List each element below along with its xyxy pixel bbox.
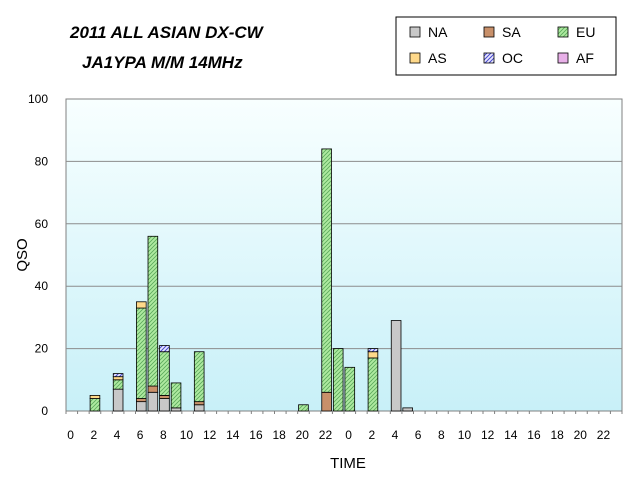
bar-segment-eu bbox=[193, 351, 205, 403]
y-axis-ticks: 0 20 40 60 80 100 bbox=[28, 92, 48, 418]
legend-label-oc: OC bbox=[502, 50, 523, 66]
legend-label-eu: EU bbox=[576, 24, 595, 40]
bars bbox=[89, 148, 413, 412]
x-tick-label: 0 bbox=[67, 428, 74, 442]
bar-segment-sa bbox=[136, 398, 147, 403]
legend: NA SA EU AS OC AF bbox=[395, 16, 617, 76]
x-tick-label: 22 bbox=[597, 428, 611, 442]
x-tick-label: 16 bbox=[249, 428, 263, 442]
legend-swatch-eu bbox=[557, 26, 569, 38]
legend-label-sa: SA bbox=[502, 24, 521, 40]
legend-swatch-oc bbox=[483, 52, 495, 64]
bar-segment-sa bbox=[147, 385, 159, 393]
y-tick-label: 0 bbox=[41, 404, 48, 418]
x-tick-label: 14 bbox=[226, 428, 240, 442]
x-axis-ticks: 0 2 4 6 8 10 12 14 16 18 20 22 0 2 4 6 8 10 12 14 16 18 20 22 bbox=[65, 411, 623, 442]
x-tick-label: 8 bbox=[438, 428, 445, 442]
x-tick-label: 10 bbox=[458, 428, 472, 442]
x-tick-label: 22 bbox=[319, 428, 333, 442]
bar-segment-sa bbox=[321, 391, 332, 412]
x-tick-label: 4 bbox=[392, 428, 399, 442]
bar-segment-eu bbox=[367, 357, 379, 412]
bar-segment-sa bbox=[159, 394, 170, 399]
bar-segment-eu bbox=[321, 148, 332, 393]
x-tick-label: 8 bbox=[160, 428, 167, 442]
bar-segment-eu bbox=[298, 404, 309, 412]
y-tick-label: 40 bbox=[35, 279, 49, 293]
bar-segment-oc bbox=[159, 345, 170, 353]
bar-segment-as bbox=[136, 301, 147, 309]
bar-segment-na bbox=[193, 404, 205, 412]
plot-area bbox=[65, 98, 623, 412]
bar-segment-eu bbox=[136, 307, 147, 399]
x-tick-label: 16 bbox=[527, 428, 541, 442]
bar-segment-na bbox=[159, 398, 170, 412]
bar-segment-eu bbox=[159, 351, 170, 396]
gridlines bbox=[66, 160, 622, 350]
chart-title-line-2: JA1YPA M/M 14MHz bbox=[82, 53, 243, 72]
legend-swatch-af bbox=[557, 52, 569, 64]
bar-segment-eu bbox=[170, 382, 182, 409]
bar-segment-eu bbox=[112, 379, 124, 390]
x-tick-label: 18 bbox=[272, 428, 286, 442]
x-tick-label: 2 bbox=[368, 428, 375, 442]
bar-segment-eu bbox=[89, 398, 101, 412]
x-tick-label: 4 bbox=[114, 428, 121, 442]
bar-segment-eu bbox=[147, 235, 159, 387]
legend-label-na: NA bbox=[428, 24, 448, 40]
bar-segment-as bbox=[367, 351, 379, 359]
y-tick-label: 100 bbox=[28, 92, 48, 106]
bar-segment-as bbox=[112, 376, 124, 381]
x-tick-label: 20 bbox=[296, 428, 310, 442]
bar-segment-sa bbox=[193, 401, 205, 406]
y-axis-label: QSO bbox=[14, 238, 31, 271]
legend-frame bbox=[395, 16, 617, 76]
x-tick-label: 2 bbox=[90, 428, 97, 442]
x-tick-label: 6 bbox=[415, 428, 422, 442]
y-tick-label: 80 bbox=[35, 154, 49, 168]
x-tick-label: 6 bbox=[137, 428, 144, 442]
x-tick-label: 0 bbox=[345, 428, 352, 442]
x-tick-label: 10 bbox=[180, 428, 194, 442]
x-tick-label: 12 bbox=[481, 428, 495, 442]
x-tick-label: 12 bbox=[203, 428, 217, 442]
legend-label-af: AF bbox=[576, 50, 594, 66]
legend-swatch-na bbox=[409, 26, 421, 38]
x-axis-label: TIME bbox=[330, 455, 366, 472]
x-tick-label: 14 bbox=[504, 428, 518, 442]
bar-segment-oc bbox=[112, 373, 124, 378]
bar-segment-as bbox=[89, 394, 101, 399]
bar-segment-eu bbox=[344, 366, 356, 412]
bar-segment-eu bbox=[332, 348, 344, 412]
bar-segment-na bbox=[170, 407, 182, 412]
chart-title-line-1: 2011 ALL ASIAN DX-CW bbox=[69, 23, 265, 42]
bar-segment-na bbox=[147, 391, 159, 412]
bar-segment-na bbox=[112, 388, 124, 412]
y-tick-label: 60 bbox=[35, 217, 49, 231]
y-tick-label: 20 bbox=[35, 342, 49, 356]
bar-segment-na bbox=[136, 401, 147, 412]
legend-label-as: AS bbox=[428, 50, 447, 66]
bar-segment-na bbox=[402, 407, 413, 412]
bar-segment-oc bbox=[367, 348, 379, 353]
x-tick-label: 18 bbox=[550, 428, 564, 442]
bar-segment-na bbox=[390, 320, 402, 412]
x-tick-label: 20 bbox=[574, 428, 588, 442]
legend-swatch-sa bbox=[483, 26, 495, 38]
legend-swatch-as bbox=[409, 52, 421, 64]
